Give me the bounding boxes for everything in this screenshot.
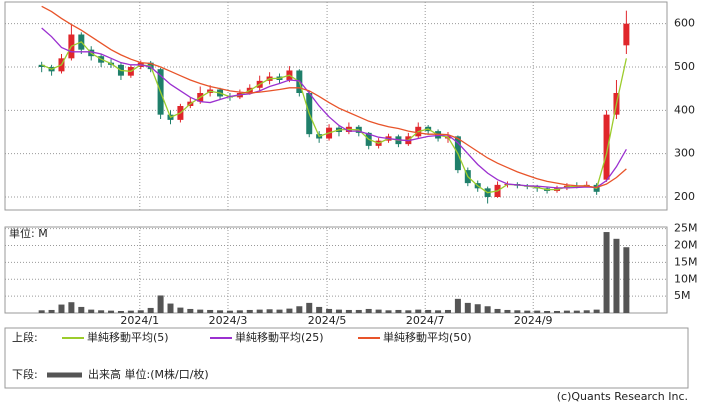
y-tick-label: 500 [674,60,695,73]
volume-bar [365,308,372,313]
volume-panel [4,226,668,314]
volume-bar [226,310,233,313]
candle-body [603,114,610,180]
y-tick-label: 200 [674,190,695,203]
volume-bar [603,232,610,313]
moving-average-line [41,27,627,189]
volume-unit: 単位: M [9,226,48,240]
volume-bar [623,247,630,313]
candle-body [623,23,630,46]
y-tick-label: 25M [674,222,698,235]
legend-label: 単純移動平均(5) [87,330,169,344]
volume-bar [385,310,392,313]
volume-bar [98,310,105,313]
volume-bar [256,309,263,313]
volume-bar [583,310,590,313]
volume-bar [355,309,362,313]
volume-bar [306,302,313,313]
volume-bar [187,308,194,313]
volume-bar [504,309,511,313]
volume-bar [474,304,481,313]
legend-lower-label: 下段: [12,367,38,381]
y-tick-label: 10M [674,272,698,285]
x-tick-label: 2024/7 [406,314,445,327]
volume-bar [296,306,303,313]
volume-bar [108,310,115,313]
y-tick-label: 300 [674,147,695,160]
volume-bar [286,308,293,313]
volume-bar [405,310,412,313]
price-panel [4,1,668,211]
moving-average-line [41,5,627,189]
volume-bar [117,310,124,313]
volume-bar [335,309,342,313]
y-tick-label: 5M [674,289,691,302]
legend-label: 単純移動平均(25) [235,330,324,344]
volume-bar [494,308,501,313]
volume-bar [316,306,323,313]
volume-bar [464,302,471,313]
volume-bar [38,310,45,313]
volume-bar [157,295,164,313]
x-tick-label: 2024/3 [209,314,248,327]
volume-bar [454,298,461,313]
volume-bar [197,309,204,313]
volume-bar [345,309,352,313]
volume-bar [167,303,174,313]
volume-bar [147,307,154,313]
volume-bar [276,309,283,313]
legend-box [4,327,689,389]
candle-body [38,64,45,67]
volume-bar [236,310,243,313]
volume-bar [415,309,422,313]
volume-bar [395,309,402,313]
volume-bar [246,309,253,313]
volume-bar [593,309,600,313]
volume-bar [573,310,580,313]
volume-bar [68,302,75,313]
y-tick-label: 20M [674,239,698,252]
volume-bar [177,307,184,313]
legend-label: 単純移動平均(50) [383,330,472,344]
volume-bar [326,308,333,313]
volume-bar [88,309,95,313]
volume-bar [48,309,55,313]
volume-bar [444,309,451,313]
y-tick-label: 15M [674,255,698,268]
y-tick-label: 600 [674,17,695,30]
volume-bar [544,310,551,313]
volume-bar [553,310,560,313]
volume-bar [563,310,570,313]
volume-bar [58,304,65,313]
x-tick-label: 2024/5 [308,314,347,327]
x-tick-label: 2024/9 [514,314,553,327]
volume-bar [78,306,85,313]
legend-upper-label: 上段: [12,330,38,344]
copyright: (c)Quants Research Inc. [557,390,688,403]
x-tick-label: 2024/1 [120,314,159,327]
volume-bar [435,310,442,313]
volume-bar [207,309,214,313]
volume-bar [484,306,491,313]
volume-bar [534,310,541,313]
volume-bar [613,238,620,313]
volume-bar [127,310,134,313]
legend-label: 出来高 単位:(M株/口/枚) [88,367,209,381]
volume-bar [137,310,144,313]
volume-bar [266,309,273,313]
y-tick-label: 400 [674,103,695,116]
volume-bar [524,310,531,313]
volume-bar [375,309,382,313]
volume-bar [217,310,224,313]
volume-bar [514,310,521,313]
volume-bar [425,309,432,313]
